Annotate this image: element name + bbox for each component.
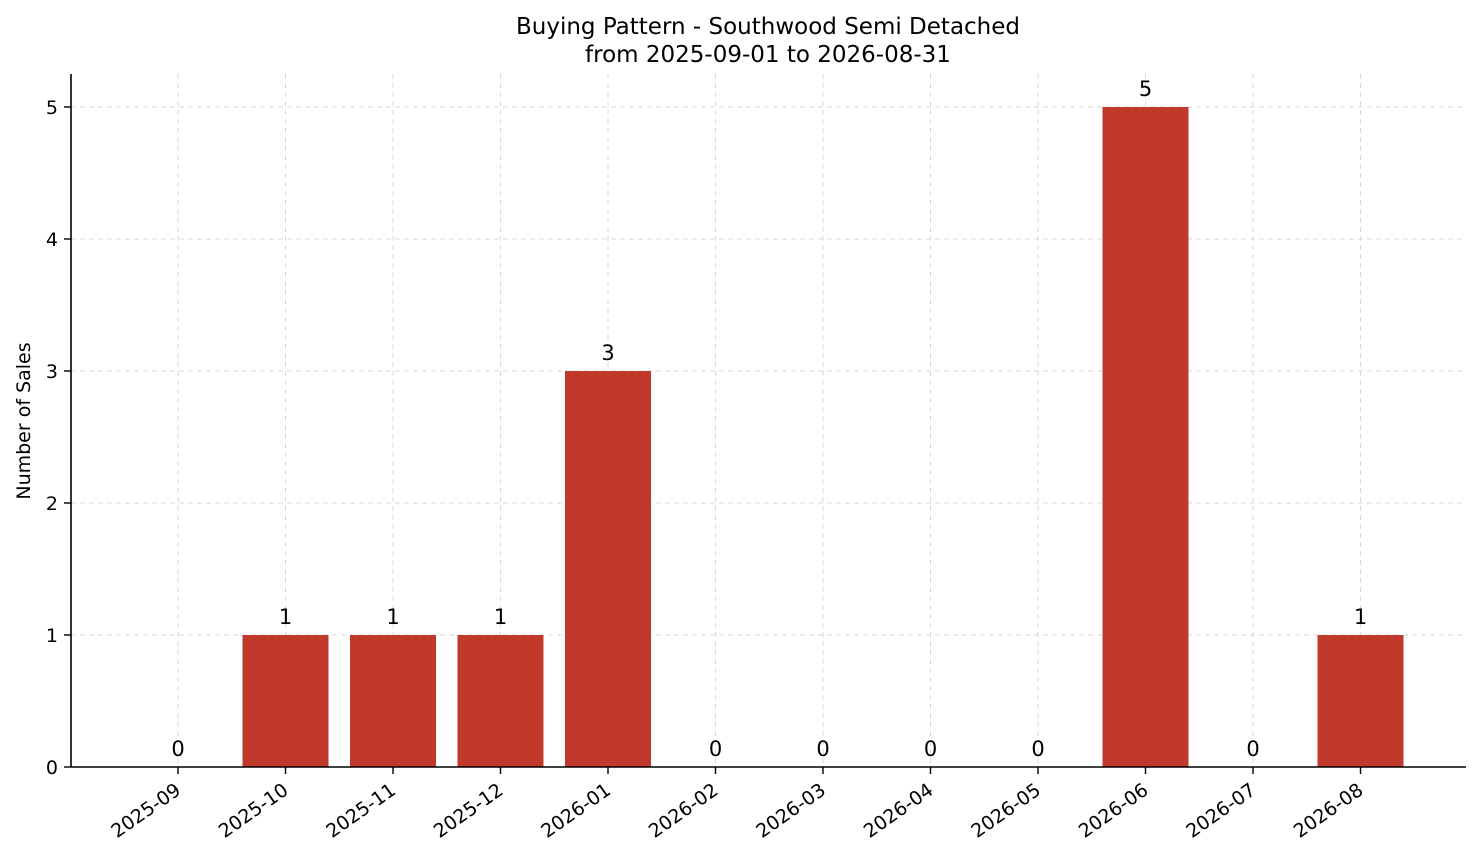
y-tick-label: 2 (46, 493, 58, 515)
y-tick-label: 4 (46, 229, 58, 251)
bar (565, 371, 651, 767)
bar (242, 635, 329, 767)
bar (1102, 107, 1189, 767)
bar-value-label: 1 (494, 605, 507, 629)
bar-value-label: 1 (279, 605, 292, 629)
bar-value-label: 0 (709, 737, 722, 761)
y-tick-label: 5 (46, 97, 58, 119)
x-tick-label: 2025-12 (430, 779, 508, 843)
bar-value-label: 0 (1246, 737, 1259, 761)
bar-value-label: 5 (1139, 77, 1152, 101)
bar (1317, 635, 1404, 767)
bar-value-label: 0 (171, 737, 184, 761)
chart-title: Buying Pattern - Southwood Semi Detached (516, 14, 1020, 40)
x-tick-label: 2026-02 (645, 779, 723, 843)
x-tick-label: 2025-10 (215, 779, 293, 843)
y-tick-label: 3 (46, 361, 58, 383)
bar-value-label: 1 (386, 605, 399, 629)
x-tick-label: 2026-06 (1075, 779, 1153, 843)
x-tick-label: 2026-04 (860, 779, 938, 843)
bar-value-label: 1 (1354, 605, 1367, 629)
bars-layer (242, 107, 1404, 767)
chart-subtitle: from 2025-09-01 to 2026-08-31 (585, 42, 951, 68)
labels-layer: 0 1 1 1 3 0 0 0 0 5 0 1 (171, 77, 1367, 761)
x-tick-label: 2026-05 (967, 779, 1045, 843)
x-tick-label: 2026-08 (1290, 779, 1368, 843)
bar (457, 635, 544, 767)
y-axis-label: Number of Sales (13, 342, 35, 499)
x-tick-label: 2025-09 (107, 779, 185, 843)
bar-value-label: 0 (1031, 737, 1044, 761)
x-tick-label: 2026-01 (537, 779, 615, 843)
x-tick-label: 2026-03 (752, 779, 830, 843)
x-tick-label: 2025-11 (322, 779, 400, 843)
bar (350, 635, 436, 767)
bar-value-label: 0 (816, 737, 829, 761)
x-tick-label: 2026-07 (1182, 779, 1260, 843)
y-tick-label: 0 (46, 757, 58, 779)
bar-value-label: 3 (601, 341, 614, 365)
y-tick-label: 1 (46, 625, 58, 647)
bar-value-label: 0 (924, 737, 937, 761)
